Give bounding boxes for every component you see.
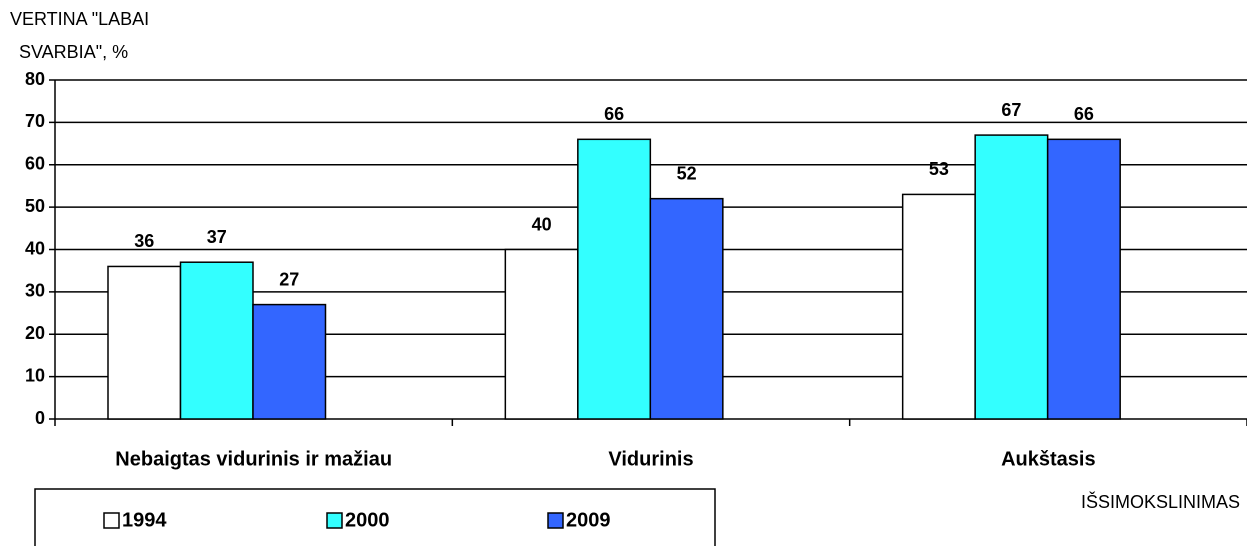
data-label: 53 — [929, 159, 949, 179]
legend-swatch — [326, 512, 343, 529]
bar — [252, 303, 327, 420]
y-tick-label: 50 — [25, 196, 45, 216]
y-tick-label: 10 — [25, 365, 45, 385]
data-label: 27 — [279, 269, 299, 289]
y-tick-label: 30 — [25, 281, 45, 301]
bar — [974, 134, 1049, 420]
bar — [649, 197, 724, 420]
legend-label: 1994 — [122, 509, 167, 531]
data-label: 36 — [134, 231, 154, 251]
data-label: 37 — [207, 227, 227, 247]
y-tick-label: 20 — [25, 323, 45, 343]
x-tick-label: Nebaigtas vidurinis ir mažiau — [115, 448, 392, 470]
y-tick-label: 80 — [25, 69, 45, 89]
data-label: 66 — [1074, 104, 1094, 124]
bar — [107, 265, 182, 420]
x-tick-label: Vidurinis — [608, 448, 693, 470]
bar — [504, 248, 579, 420]
y-tick-label: 0 — [35, 408, 45, 428]
bar — [577, 138, 652, 420]
x-tick-label: Aukštasis — [1001, 448, 1096, 470]
y-axis-label: VERTINA "LABAI — [10, 9, 149, 29]
x-axis-label: IŠSIMOKSLINIMAS — [1081, 491, 1240, 512]
legend-label: 2000 — [345, 509, 390, 531]
data-label: 52 — [677, 163, 697, 183]
legend-swatch — [547, 512, 564, 529]
legend-label: 2009 — [566, 509, 611, 531]
bar — [901, 193, 976, 420]
bar — [1046, 138, 1121, 420]
data-label: 40 — [532, 214, 552, 234]
data-label: 66 — [604, 104, 624, 124]
y-tick-label: 70 — [25, 111, 45, 131]
legend-swatch — [103, 512, 120, 529]
legend-box — [34, 488, 716, 546]
y-tick-label: 60 — [25, 154, 45, 174]
y-axis-label: SVARBIA", % — [19, 42, 128, 62]
data-label: 67 — [1001, 100, 1021, 120]
y-tick-label: 40 — [25, 238, 45, 258]
bar — [179, 261, 254, 420]
